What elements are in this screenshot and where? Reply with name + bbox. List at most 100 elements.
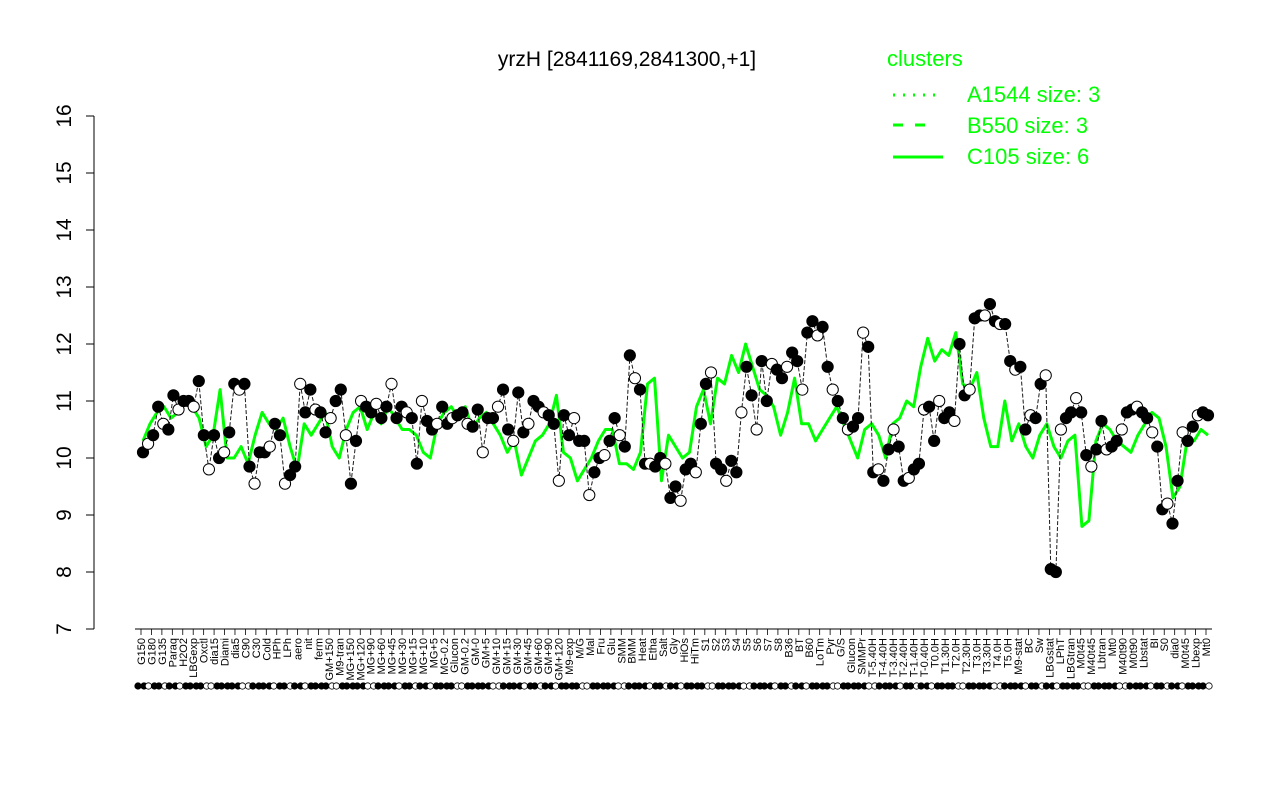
sample-dot	[907, 682, 915, 690]
data-point	[405, 412, 418, 425]
sample-dot	[969, 682, 977, 690]
data-point	[628, 372, 642, 385]
sample-dot	[959, 682, 967, 690]
data-point	[557, 409, 571, 422]
data-point	[344, 477, 358, 490]
x-tick-label: GM-0.2	[460, 638, 472, 675]
x-tick-label: MG+90	[366, 638, 378, 674]
sample-dot	[384, 682, 393, 690]
data-point	[1115, 423, 1128, 436]
x-tick-label: Lbstat	[1138, 638, 1150, 668]
sample-dot	[1011, 682, 1019, 690]
sample-dot	[854, 682, 863, 690]
x-tick-label: G135	[157, 638, 169, 665]
data-point	[1201, 409, 1215, 422]
sample-dot	[207, 682, 215, 690]
sample-dot	[1094, 682, 1103, 690]
data-point	[390, 412, 403, 425]
data-point	[715, 463, 728, 476]
x-tick-label: Glu	[606, 638, 618, 655]
data-point	[801, 326, 814, 339]
data-point	[872, 463, 885, 476]
legend-item-a1544: A1544 size: 3	[967, 82, 1100, 107]
data-point	[831, 394, 844, 408]
data-point	[806, 315, 819, 328]
data-point	[1054, 423, 1068, 436]
sample-dot	[729, 682, 737, 690]
x-tick-label: nit	[303, 638, 315, 650]
x-tick-label: LPh	[282, 638, 294, 658]
sample-dot	[197, 682, 205, 690]
sample-dot	[291, 682, 299, 690]
sample-dot	[1136, 682, 1144, 690]
x-tick-label: MG+60	[376, 638, 388, 674]
sample-dot	[364, 682, 372, 690]
sample-dot	[405, 682, 414, 690]
data-point	[202, 463, 216, 476]
data-point	[476, 446, 489, 459]
data-point	[618, 440, 631, 453]
x-tick-label: MG+15	[407, 638, 419, 674]
x-tick-label: MG+5	[428, 638, 440, 668]
data-point	[1019, 423, 1032, 436]
sample-dot	[1157, 682, 1165, 690]
data-point	[502, 423, 515, 436]
sample-dot	[635, 682, 643, 690]
sample-dot	[144, 682, 153, 690]
series-layer	[141, 302, 1209, 573]
sample-dot	[238, 682, 247, 690]
sample-dot	[604, 682, 612, 690]
sample-dot	[1032, 682, 1040, 690]
x-tick-label: BT	[794, 638, 806, 652]
x-tick-label: S0	[1159, 638, 1171, 651]
data-point	[263, 440, 276, 453]
data-point	[491, 400, 505, 413]
sample-dot	[760, 682, 769, 690]
x-tick-label: LPhT	[1055, 638, 1067, 665]
sample-dot	[165, 682, 173, 690]
data-point	[699, 377, 713, 390]
data-point	[436, 400, 449, 413]
data-point	[922, 400, 936, 413]
x-tick-label: T-0.40H	[919, 638, 931, 677]
sample-dot	[468, 682, 476, 690]
x-tick-label: MG-0.2	[439, 638, 451, 675]
x-tick-label: HPh	[272, 638, 284, 659]
data-point	[1085, 460, 1098, 473]
legend-item-c105: C105 size: 6	[967, 144, 1089, 169]
data-point	[552, 474, 565, 487]
data-point	[836, 412, 849, 425]
data-point	[851, 412, 865, 425]
data-point	[1049, 565, 1062, 579]
x-tick-label: GM+150	[324, 638, 336, 681]
data-point	[243, 460, 256, 473]
marker-layer	[136, 298, 1215, 579]
data-point	[410, 457, 423, 470]
data-point	[471, 403, 484, 416]
data-point	[730, 466, 743, 479]
data-point	[512, 386, 525, 399]
x-tick-label: MG+45	[387, 638, 399, 674]
sample-dot	[1205, 682, 1213, 690]
data-point	[299, 406, 312, 419]
data-point	[1171, 474, 1184, 487]
x-tick-label: SMM	[616, 638, 628, 664]
x-tick-label: BMM	[627, 638, 639, 664]
chart-title: yrzH [2841169,2841300,+1]	[498, 48, 756, 71]
data-point	[821, 360, 834, 373]
y-tick-label: 15	[53, 161, 76, 184]
data-point	[167, 389, 180, 402]
x-tick-label: Glucon	[846, 638, 858, 673]
sample-dot	[1084, 682, 1092, 690]
data-point	[953, 337, 966, 351]
sample-dot	[301, 682, 309, 690]
sample-dot	[280, 682, 288, 690]
data-point	[689, 466, 702, 479]
data-point	[623, 349, 636, 362]
sample-dot	[719, 682, 727, 690]
y-tick-label: 7	[53, 623, 76, 635]
x-tick-label: LBGtran	[1065, 638, 1077, 679]
data-point	[1095, 414, 1108, 428]
x-tick-label: T0.0H	[930, 638, 942, 668]
data-point	[370, 397, 383, 410]
